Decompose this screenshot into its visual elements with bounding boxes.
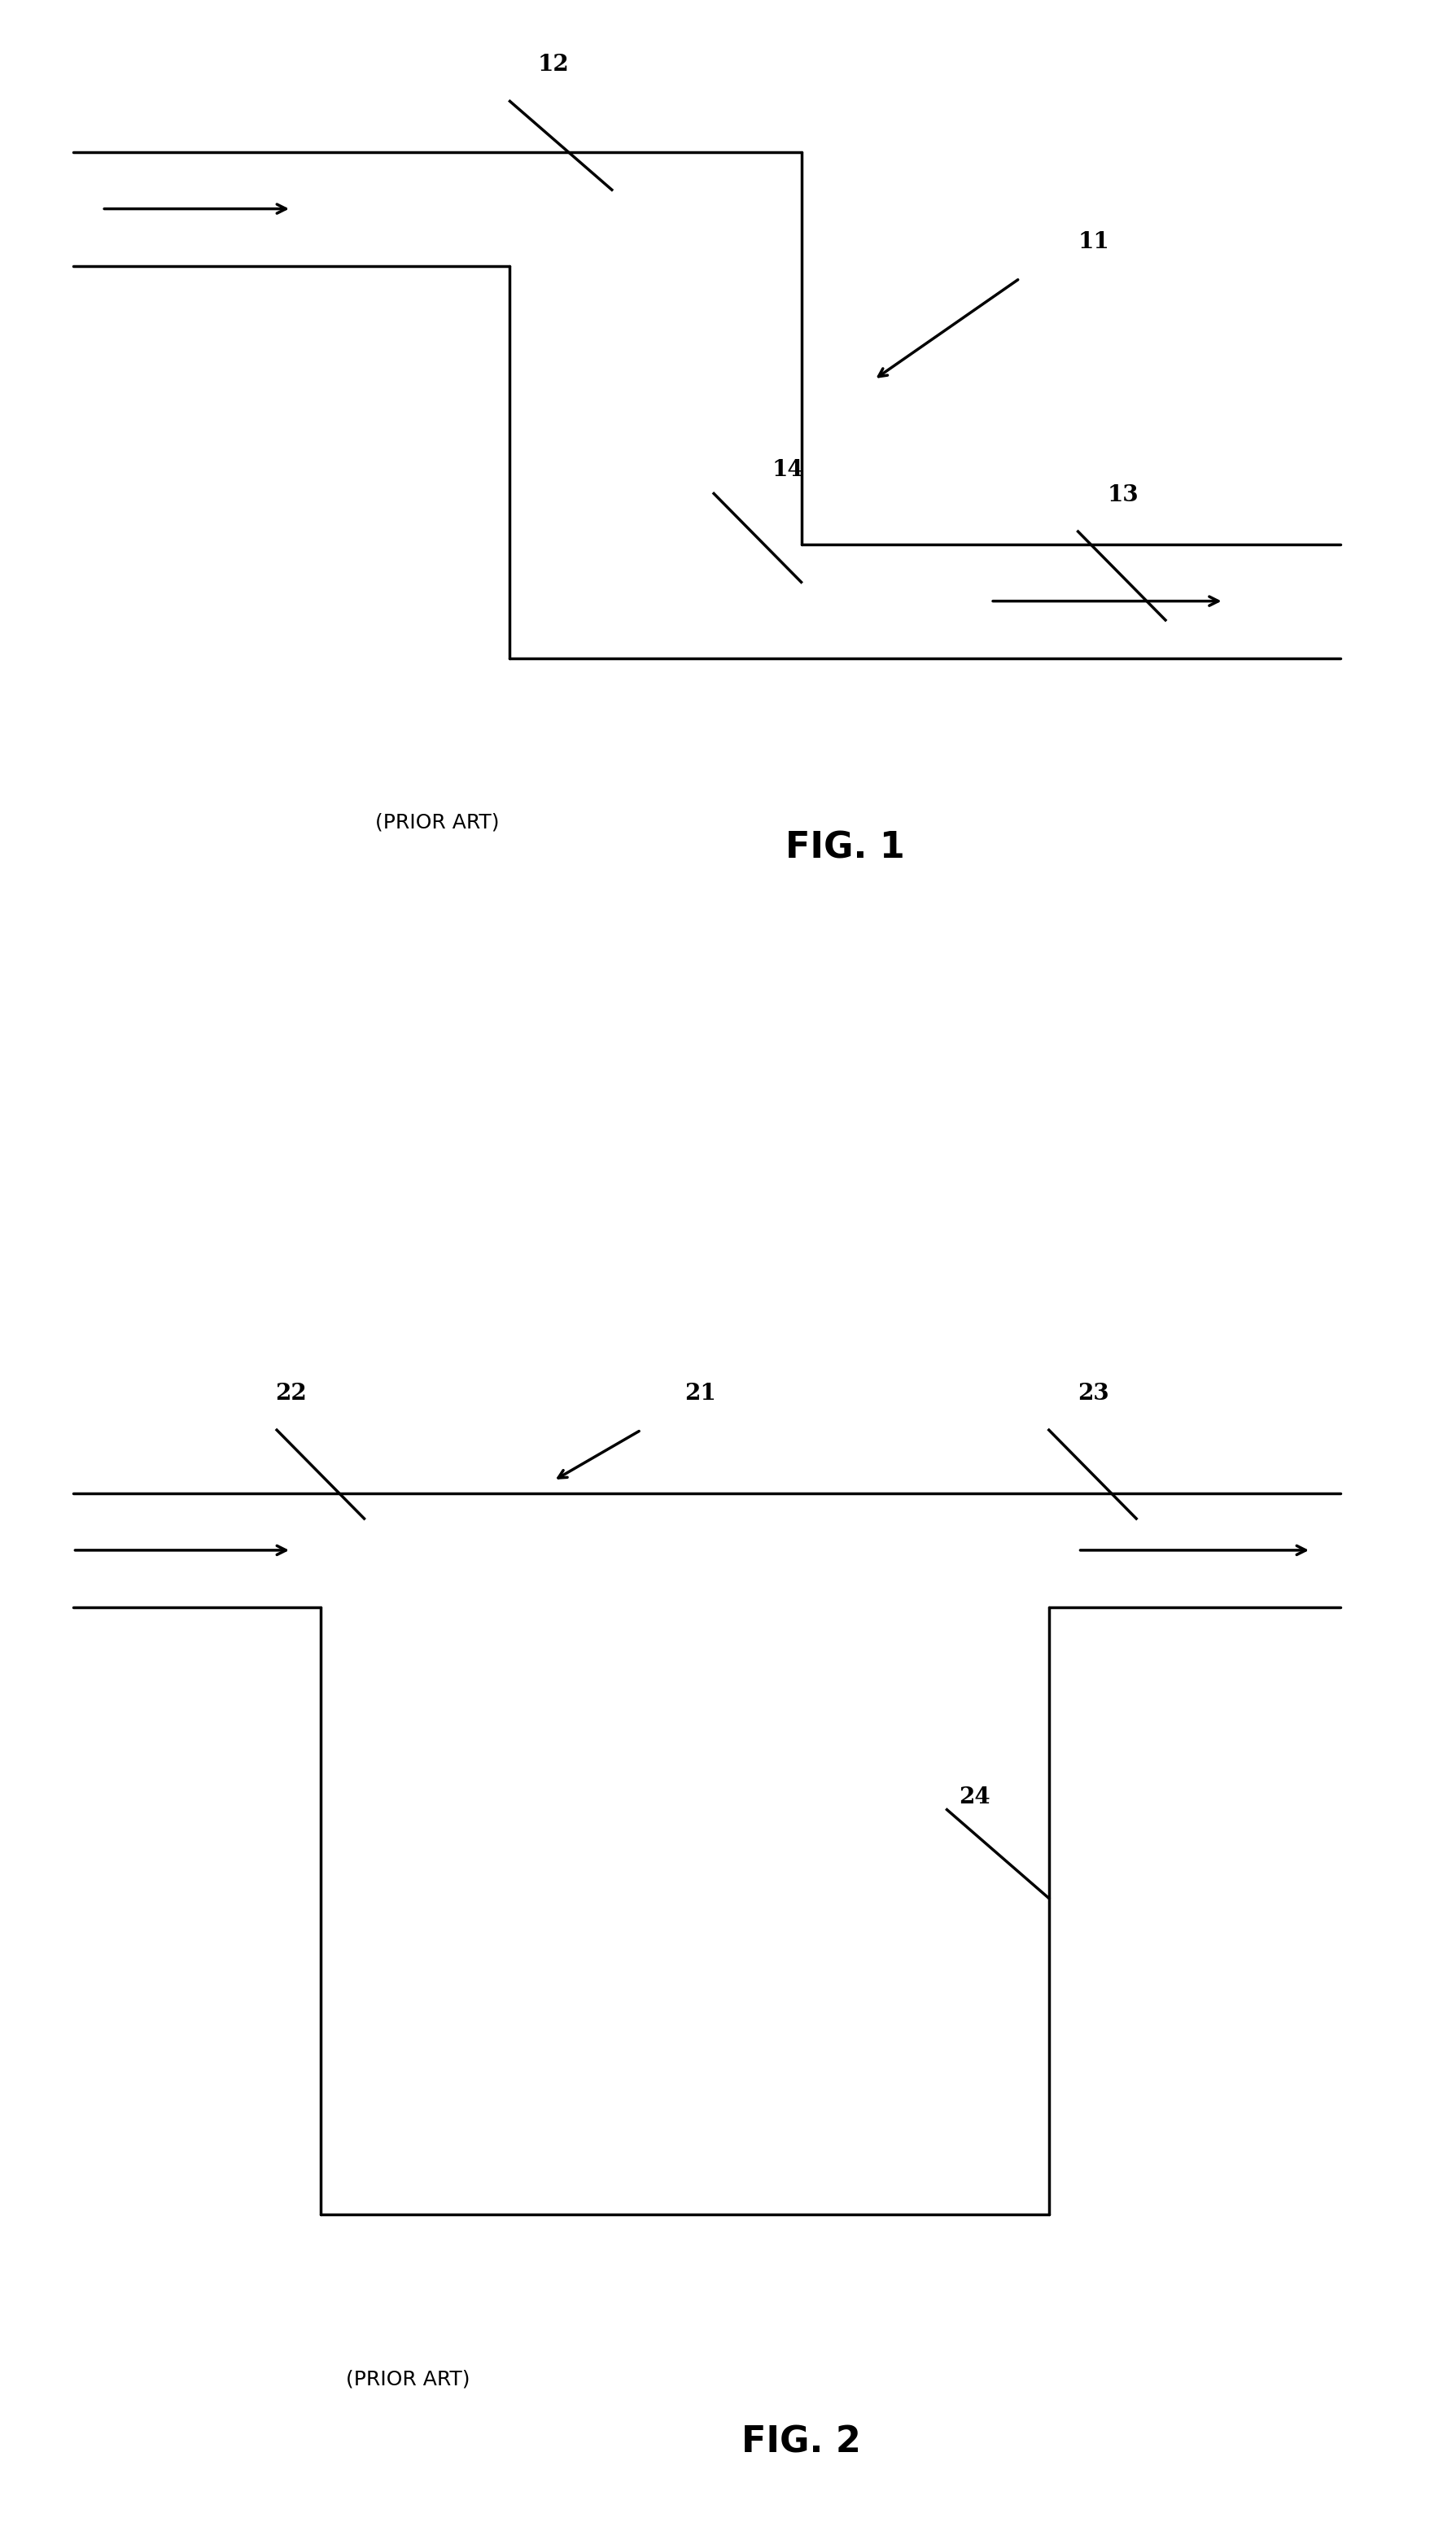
Text: FIG. 2: FIG. 2 [741, 2425, 860, 2460]
Text: 24: 24 [958, 1787, 990, 1807]
Text: 14: 14 [772, 458, 804, 481]
Text: FIG. 1: FIG. 1 [785, 830, 904, 866]
Text: 13: 13 [1107, 483, 1139, 506]
Text: 22: 22 [275, 1382, 307, 1405]
Text: 21: 21 [684, 1382, 716, 1405]
Text: (PRIOR ART): (PRIOR ART) [374, 812, 499, 833]
Text: 23: 23 [1077, 1382, 1109, 1405]
Text: 12: 12 [537, 53, 569, 76]
Text: (PRIOR ART): (PRIOR ART) [345, 2369, 470, 2389]
Text: 11: 11 [1077, 230, 1109, 253]
